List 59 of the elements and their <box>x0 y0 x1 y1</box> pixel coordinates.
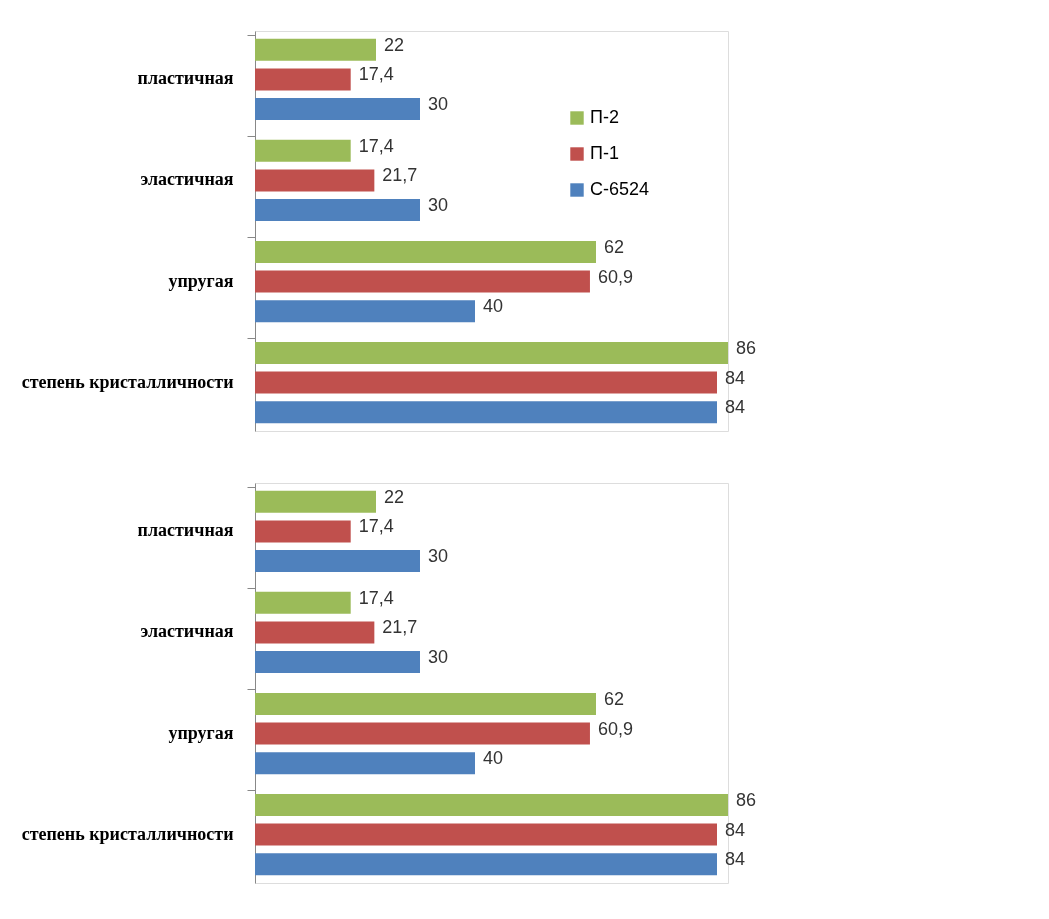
y-tick-label: пластичная <box>137 68 234 89</box>
data-label: 84 <box>725 819 746 840</box>
bar <box>255 240 596 263</box>
data-label: 40 <box>483 296 504 317</box>
bar <box>255 853 717 876</box>
data-label: 17,4 <box>358 64 394 85</box>
y-tick-label: упругая <box>168 722 234 743</box>
data-label: 30 <box>428 546 449 567</box>
bar <box>255 722 590 745</box>
bar <box>255 651 420 674</box>
data-label: 62 <box>604 688 625 709</box>
data-label: 30 <box>428 195 449 216</box>
bar <box>255 38 376 61</box>
data-label: 21,7 <box>382 617 418 638</box>
bar <box>255 199 420 222</box>
y-tick-label: эластичная <box>140 169 234 190</box>
bar <box>255 98 420 121</box>
data-label: 84 <box>725 397 746 418</box>
data-label: 22 <box>384 34 405 55</box>
data-label: 62 <box>604 236 625 257</box>
bar <box>255 692 596 715</box>
bar <box>255 270 590 293</box>
data-label: 84 <box>725 367 746 388</box>
bar <box>255 371 717 394</box>
y-tick-label: эластичная <box>140 621 234 642</box>
bar <box>255 341 728 364</box>
data-label: 17,4 <box>358 587 394 608</box>
data-label: 22 <box>384 486 405 507</box>
data-label: 17,4 <box>358 135 394 156</box>
bar <box>255 752 475 775</box>
bar <box>255 169 375 192</box>
legend-label: П-1 <box>590 143 619 163</box>
legend-label: С-6524 <box>590 179 650 199</box>
bar <box>255 300 475 323</box>
data-label: 86 <box>736 337 757 358</box>
bar <box>255 401 717 424</box>
y-tick-label: пластичная <box>137 520 234 541</box>
y-tick-label: упругая <box>168 270 234 291</box>
data-label: 84 <box>725 849 746 870</box>
data-label: 17,4 <box>358 516 394 537</box>
data-label: 86 <box>736 789 757 810</box>
data-label: 30 <box>428 94 449 115</box>
bar <box>255 139 351 162</box>
data-label: 60,9 <box>597 718 633 739</box>
bar <box>255 520 351 543</box>
data-label: 21,7 <box>382 165 418 186</box>
bar <box>255 490 376 513</box>
legend-label: П-2 <box>590 107 619 127</box>
y-tick-label: степень кристалличности <box>21 371 234 392</box>
bar <box>255 68 351 91</box>
bar <box>255 621 375 644</box>
data-label: 30 <box>428 647 449 668</box>
data-label: 60,9 <box>597 266 633 287</box>
bar <box>255 793 728 816</box>
bar <box>255 823 717 846</box>
y-tick-label: степень кристалличности <box>21 823 234 844</box>
bar <box>255 591 351 614</box>
data-label: 40 <box>483 748 504 769</box>
bar <box>255 550 420 573</box>
